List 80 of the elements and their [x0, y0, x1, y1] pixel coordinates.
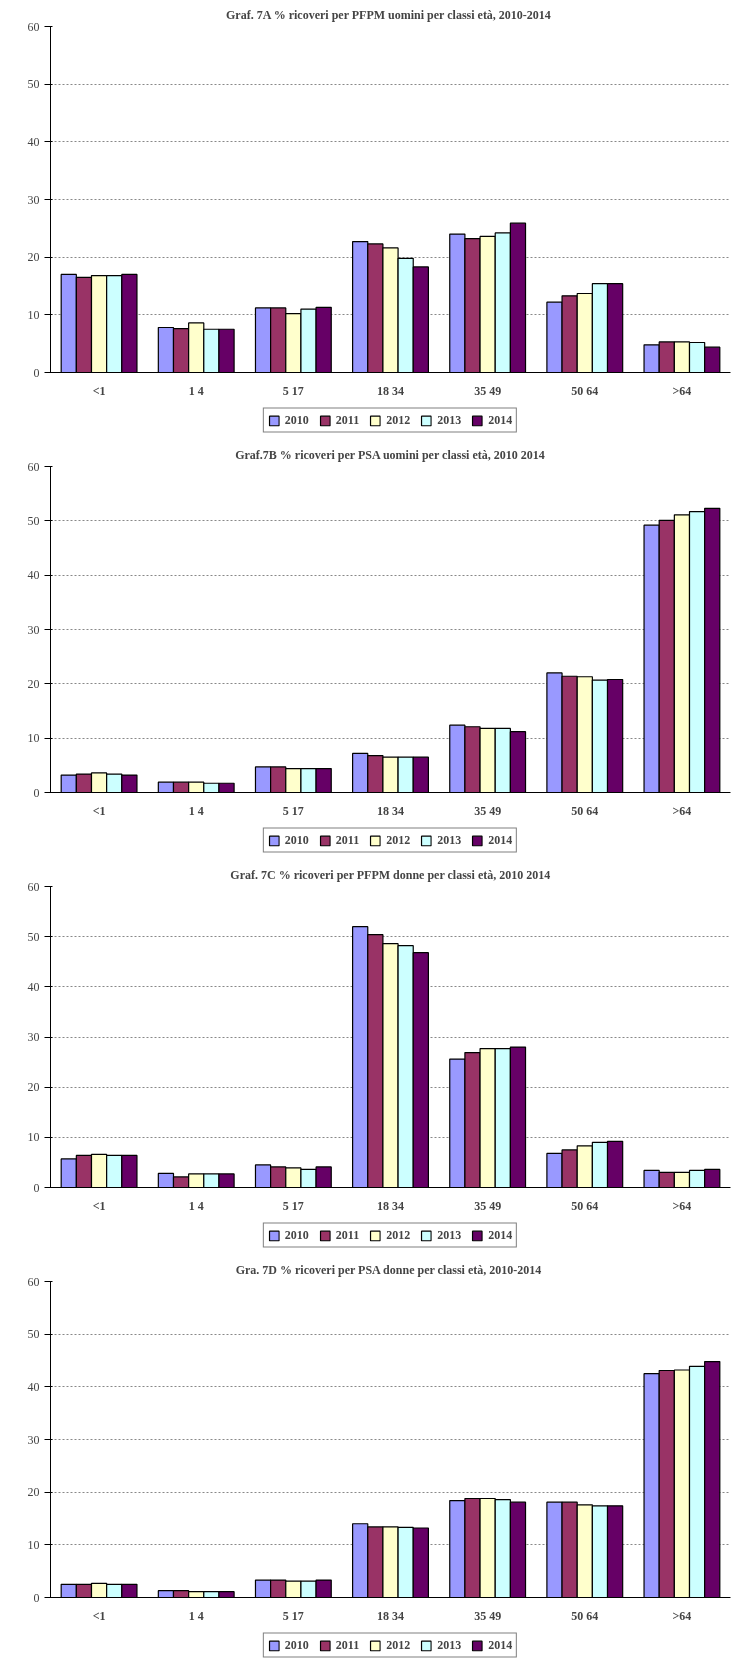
- x-tick-label: 35 49: [474, 1198, 502, 1213]
- x-tick-label: 35 49: [474, 803, 502, 818]
- y-tick-label: 30: [27, 1432, 40, 1447]
- legend-label: 2010: [284, 1227, 309, 1243]
- legend-label: 2014: [488, 832, 513, 848]
- y-tick-label: 50: [27, 513, 40, 528]
- y-tick-label: 30: [27, 1030, 40, 1044]
- x-tick-label: 18 34: [377, 803, 404, 818]
- legend-label: 2013: [437, 832, 462, 848]
- x-tick-label: 5 17: [282, 1608, 304, 1623]
- x-tick-label: 18 34: [377, 1198, 404, 1213]
- y-tick-label: 30: [27, 622, 40, 637]
- y-tick-label: 10: [27, 1537, 40, 1552]
- x-tick-label: 5 17: [282, 383, 304, 398]
- y-tick-label: 10: [27, 731, 40, 746]
- y-tick-label: 60: [27, 459, 40, 474]
- chart-title: Graf. 7C % ricoveri per PFPM donne per classi età, 2010 2014: [230, 867, 551, 882]
- x-tick-label: >64: [672, 1608, 692, 1623]
- legend-label: 2011: [335, 1227, 360, 1243]
- y-tick-label: 0: [33, 1590, 40, 1605]
- x-tick-label: >64: [672, 803, 692, 818]
- legend-label: 2013: [437, 1227, 462, 1243]
- x-tick-label: >64: [672, 383, 692, 398]
- legend-label: 2014: [488, 1637, 513, 1653]
- legend-label: 2012: [386, 832, 411, 848]
- legend-label: 2011: [335, 412, 360, 428]
- x-tick-label: 1 4: [188, 383, 204, 398]
- y-tick-label: 0: [33, 1180, 40, 1195]
- legend-label: 2013: [437, 412, 462, 428]
- y-tick-label: 10: [27, 307, 40, 322]
- x-tick-label: 1 4: [188, 803, 204, 818]
- x-tick-label: >64: [672, 1198, 692, 1213]
- x-tick-label: 35 49: [474, 1608, 502, 1623]
- x-tick-label: 50 64: [571, 1608, 599, 1623]
- x-tick-label: <1: [92, 1608, 106, 1623]
- chart-title: Gra. 7D % ricoveri per PSA donne per classi età, 2010-2014: [235, 1262, 542, 1277]
- y-tick-label: 60: [27, 879, 40, 894]
- y-tick-label: 40: [27, 134, 40, 149]
- legend-label: 2010: [284, 832, 309, 848]
- y-tick-label: 20: [27, 1080, 40, 1095]
- legend-label: 2014: [488, 412, 513, 428]
- y-tick-label: 60: [27, 1274, 40, 1289]
- x-tick-label: 5 17: [282, 803, 304, 818]
- y-tick-label: 50: [27, 929, 40, 944]
- y-tick-label: 40: [27, 568, 40, 583]
- chart-title: Graf.7B % ricoveri per PSA uomini per classi età, 2010 2014: [235, 447, 545, 462]
- x-tick-label: 35 49: [474, 383, 502, 398]
- legend-label: 2012: [386, 412, 411, 428]
- y-tick-label: 20: [27, 676, 40, 691]
- legend-label: 2013: [437, 1637, 462, 1653]
- x-tick-label: 5 17: [282, 1198, 304, 1213]
- y-tick-label: 30: [27, 192, 40, 207]
- y-tick-label: 20: [27, 250, 40, 265]
- y-tick-label: 0: [33, 785, 40, 800]
- y-tick-label: 0: [33, 365, 40, 380]
- legend-label: 2012: [386, 1637, 411, 1653]
- y-tick-label: 50: [27, 1327, 40, 1342]
- x-tick-label: 50 64: [571, 1198, 599, 1213]
- legend-label: 2010: [284, 1637, 309, 1653]
- x-tick-label: <1: [92, 383, 106, 398]
- legend-label: 2011: [335, 832, 360, 848]
- legend-label: 2014: [488, 1227, 513, 1243]
- x-tick-label: <1: [92, 803, 106, 818]
- y-tick-label: 40: [27, 979, 40, 994]
- legend-label: 2011: [335, 1637, 360, 1653]
- y-tick-label: 40: [27, 1379, 40, 1394]
- y-tick-label: 20: [27, 1485, 40, 1500]
- chart-title: Graf. 7A % ricoveri per PFPM uomini per classi età, 2010-2014: [226, 7, 551, 22]
- x-tick-label: 1 4: [188, 1198, 204, 1213]
- x-tick-label: 1 4: [188, 1608, 204, 1623]
- y-tick-label: 60: [27, 19, 40, 34]
- legend-label: 2010: [284, 412, 309, 428]
- x-tick-label: <1: [92, 1198, 106, 1213]
- x-tick-label: 50 64: [571, 383, 599, 398]
- x-tick-label: 18 34: [377, 383, 404, 398]
- y-tick-label: 10: [27, 1130, 40, 1145]
- x-tick-label: 50 64: [571, 803, 599, 818]
- y-tick-label: 50: [27, 77, 40, 92]
- x-tick-label: 18 34: [377, 1608, 404, 1623]
- legend-label: 2012: [386, 1227, 411, 1243]
